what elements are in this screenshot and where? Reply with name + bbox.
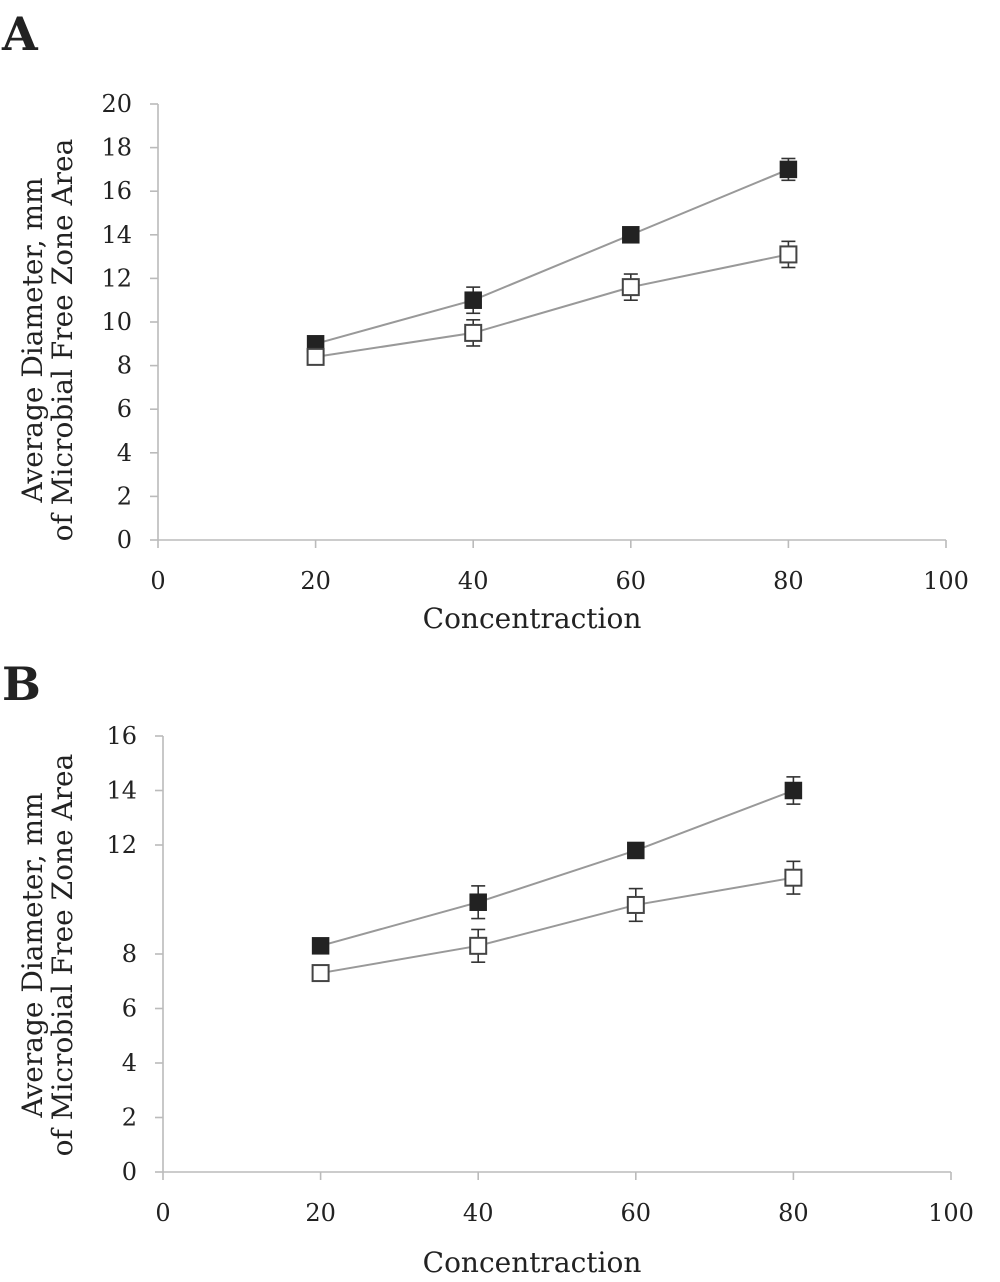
- y-axis-label-line2: of Microbial Free Zone Area: [46, 139, 79, 542]
- x-axis-label: Concentraction: [423, 602, 642, 635]
- series-line: [320, 789, 794, 947]
- data-point: [306, 347, 325, 366]
- y-tick-label: 12: [106, 831, 137, 859]
- y-tick-label: 8: [117, 352, 132, 380]
- y-tick-label: 4: [117, 439, 132, 467]
- data-point: [779, 160, 798, 179]
- y-tick-label: 0: [117, 526, 132, 554]
- data-point: [469, 936, 488, 955]
- x-tick-label: 40: [458, 567, 489, 595]
- y-tick-label: 2: [117, 482, 132, 510]
- data-point: [464, 291, 482, 309]
- x-tick-label: 60: [616, 567, 647, 595]
- series-line: [315, 253, 789, 358]
- data-point: [779, 245, 798, 264]
- series-line: [315, 168, 789, 345]
- x-tick-label: 40: [463, 1199, 494, 1227]
- x-tick-label: 60: [621, 1199, 652, 1227]
- y-tick-label: 6: [122, 995, 137, 1023]
- y-tick-label: 18: [101, 134, 132, 162]
- y-tick-label: 6: [117, 395, 132, 423]
- y-tick-label: 0: [122, 1158, 137, 1186]
- data-point: [311, 964, 330, 983]
- data-point: [621, 278, 640, 297]
- x-tick-label: 100: [923, 567, 969, 595]
- y-tick-label: 16: [101, 177, 132, 205]
- data-point: [469, 893, 487, 911]
- panel-a: A Average Diameter, mm of Microbial Free…: [1, 7, 969, 635]
- y-axis-label-line2: of Microbial Free Zone Area: [46, 754, 79, 1157]
- data-point: [784, 781, 803, 800]
- y-tick-label: 10: [101, 308, 132, 336]
- y-tick-label: 8: [122, 940, 137, 968]
- y-tick-label: 16: [106, 722, 137, 750]
- y-tick-label: 14: [106, 777, 137, 805]
- y-tick-label: 4: [122, 1049, 137, 1077]
- panel-letter: B: [2, 657, 41, 711]
- data-point: [622, 226, 640, 244]
- y-tick-label: 2: [122, 1104, 137, 1132]
- y-axis-label-line1: Average Diameter, mm: [16, 177, 49, 503]
- x-tick-label: 80: [773, 567, 804, 595]
- data-point: [311, 937, 330, 955]
- y-tick-label: 12: [101, 264, 132, 292]
- data-point: [784, 868, 803, 887]
- x-tick-label: 20: [305, 1199, 336, 1227]
- panel-b: B Average Diameter, mm of Microbial Free…: [2, 657, 974, 1279]
- data-point: [627, 841, 645, 860]
- x-axis-label: Concentraction: [423, 1246, 642, 1279]
- x-tick-label: 0: [155, 1199, 170, 1227]
- y-tick-label: 20: [101, 90, 132, 118]
- series-line: [320, 876, 794, 975]
- x-tick-label: 80: [778, 1199, 809, 1227]
- y-tick-label: 14: [101, 221, 132, 249]
- y-axis-label-line1: Average Diameter, mm: [16, 792, 49, 1118]
- x-tick-label: 20: [300, 567, 331, 595]
- x-tick-label: 0: [150, 567, 165, 595]
- data-point: [464, 323, 483, 342]
- data-point: [626, 895, 645, 914]
- x-tick-label: 100: [928, 1199, 974, 1227]
- panel-letter: A: [1, 7, 39, 61]
